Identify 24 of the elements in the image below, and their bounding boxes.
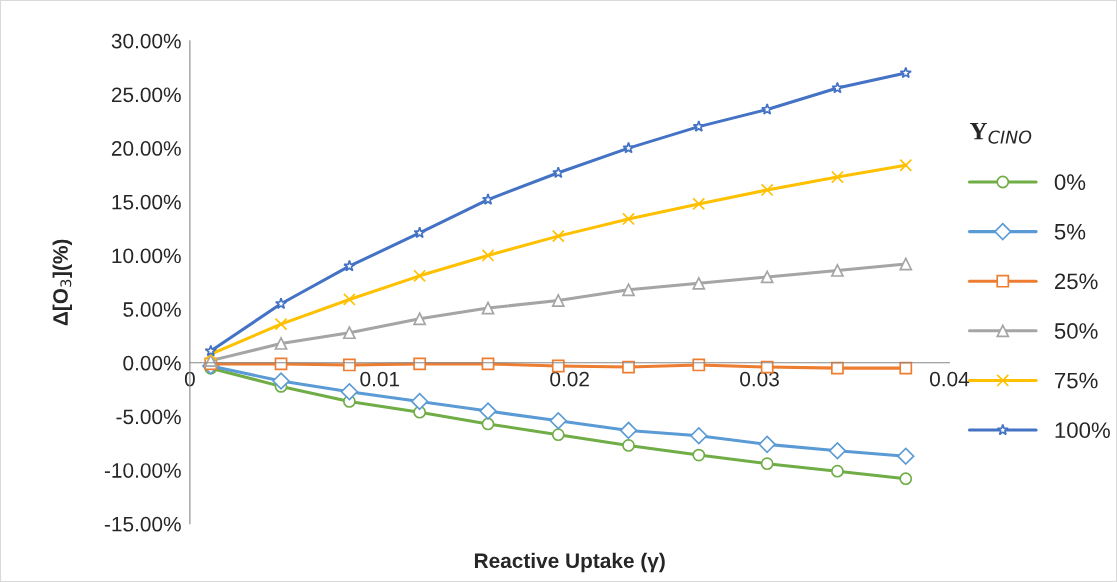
x-tick-label: 0.03 bbox=[740, 371, 779, 387]
legend-label: 50% bbox=[1054, 323, 1098, 339]
legend-title: Y$_{CINO}$ bbox=[969, 122, 1032, 144]
x-tick-label: 0.04 bbox=[929, 371, 970, 387]
y-tick-label: -5.00% bbox=[116, 409, 181, 425]
y-tick-label: 10.00% bbox=[112, 248, 181, 264]
x-tick-label: 0.02 bbox=[550, 371, 589, 387]
legend-label: 75% bbox=[1055, 372, 1098, 389]
x-tick-label: 0 bbox=[184, 371, 195, 387]
y-axis-title: Δ[O$_{3}$](%) bbox=[52, 239, 72, 326]
x-tick-label: 0.01 bbox=[360, 371, 400, 387]
y-tick-label: 25.00% bbox=[111, 87, 181, 103]
y-tick-label: 30.00% bbox=[111, 33, 181, 49]
legend-label: 100% bbox=[1055, 422, 1110, 439]
y-tick-label: 5.00% bbox=[123, 302, 181, 317]
x-axis-title: Reactive Uptake (γ) bbox=[474, 552, 665, 573]
legend-label: 0% bbox=[1054, 174, 1086, 191]
y-tick-label: 15.00% bbox=[112, 194, 181, 210]
y-tick-label: -10.00% bbox=[104, 463, 181, 478]
legend-label: 5% bbox=[1054, 223, 1086, 240]
y-tick-label: 0.00% bbox=[123, 355, 181, 371]
y-tick-label: -15.00% bbox=[104, 516, 181, 532]
legend-label: 25% bbox=[1055, 273, 1098, 290]
y-tick-label: 20.00% bbox=[111, 141, 181, 156]
